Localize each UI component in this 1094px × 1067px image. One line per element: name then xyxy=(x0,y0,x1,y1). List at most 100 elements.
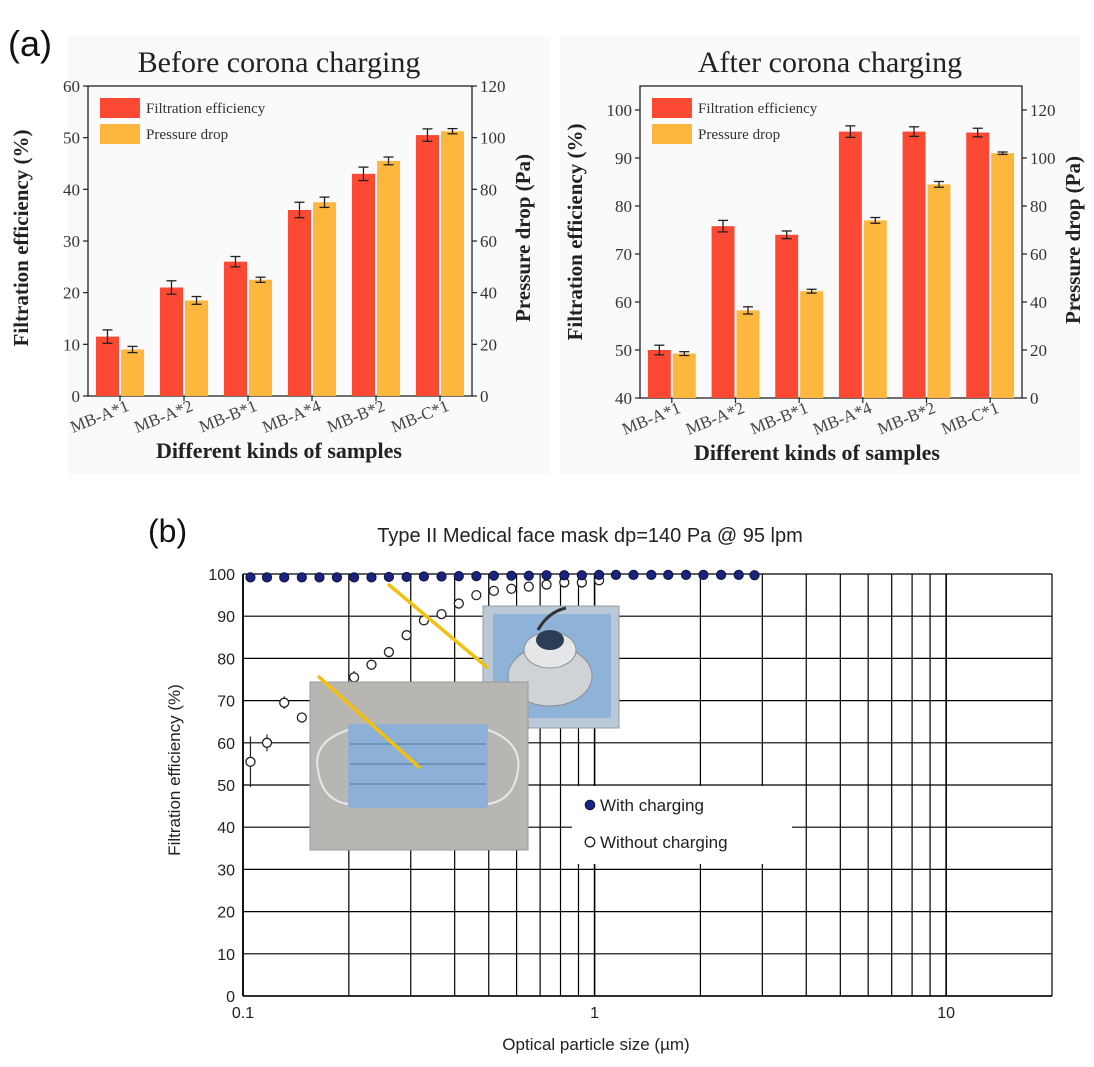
data-point-without-charging xyxy=(471,589,482,601)
data-point-with-charging xyxy=(348,572,360,583)
bar xyxy=(223,261,247,396)
y-tick-label: 100 xyxy=(208,567,235,584)
legend: With charging Without charging xyxy=(572,786,792,864)
y-tick-label: 50 xyxy=(63,129,80,148)
data-point-without-charging xyxy=(245,756,256,767)
bar xyxy=(991,153,1015,398)
bar xyxy=(775,234,799,398)
chart-title: Type II Medical face mask dp=140 Pa @ 95… xyxy=(377,525,803,547)
y2-tick-label: 80 xyxy=(480,180,497,199)
data-point-without-charging xyxy=(436,608,447,620)
data-point-with-charging xyxy=(715,569,727,580)
y-tick-label: 30 xyxy=(63,232,80,251)
legend-swatch xyxy=(100,124,140,144)
callout-line xyxy=(386,582,490,670)
legend-label: Without charging xyxy=(600,833,728,852)
y2-tick-label: 120 xyxy=(1030,101,1056,120)
data-point-with-charging xyxy=(331,572,343,583)
data-point-with-charging xyxy=(749,570,760,581)
bar xyxy=(800,291,824,398)
y-tick-label: 20 xyxy=(217,905,235,922)
legend-swatch xyxy=(652,98,692,118)
data-point-with-charging xyxy=(471,571,482,582)
y-tick-label: 20 xyxy=(63,284,80,303)
callout-line xyxy=(316,674,422,770)
data-point-with-charging xyxy=(261,572,273,583)
data-point-with-charging xyxy=(506,570,517,581)
y-tick-label: 80 xyxy=(615,197,632,216)
bar xyxy=(377,160,401,396)
y-axis-label: Filtration efficiency (%) xyxy=(9,130,33,347)
y2-tick-label: 0 xyxy=(480,387,489,406)
legend-swatch xyxy=(100,98,140,118)
data-point-with-charging xyxy=(383,571,394,583)
x-axis-label: Different kinds of samples xyxy=(156,438,402,463)
data-point-with-charging xyxy=(559,570,570,581)
data-point-with-charging xyxy=(610,569,622,580)
panel-b-label: (b) xyxy=(148,513,187,549)
y2-tick-label: 100 xyxy=(480,129,506,148)
x-tick-label: 0.1 xyxy=(232,1005,254,1022)
y-tick-label: 50 xyxy=(615,341,632,360)
data-point-without-charging xyxy=(366,659,377,670)
holder-opening xyxy=(536,630,564,650)
bar xyxy=(185,300,209,396)
y-tick-label: 70 xyxy=(615,245,632,264)
data-point-with-charging xyxy=(680,569,692,580)
y2-tick-label: 60 xyxy=(1030,245,1047,264)
data-point-without-charging xyxy=(348,672,360,683)
y-axis-label: Filtration efficiency (%) xyxy=(563,124,587,341)
y-tick-label: 90 xyxy=(615,149,632,168)
legend-marker-without-charging xyxy=(584,836,596,848)
data-point-with-charging xyxy=(436,571,447,582)
data-point-without-charging xyxy=(453,598,464,609)
data-point-with-charging xyxy=(366,572,377,583)
ear-loop xyxy=(487,729,520,805)
data-point-without-charging xyxy=(296,712,307,723)
y2-tick-label: 0 xyxy=(1030,389,1039,408)
plot-frame xyxy=(639,85,1023,399)
bar xyxy=(838,131,862,398)
data-point-with-charging xyxy=(593,569,605,580)
data-point-with-charging xyxy=(488,570,499,581)
y-tick-label: 40 xyxy=(217,820,235,837)
data-point-with-charging xyxy=(453,571,464,582)
bar xyxy=(287,210,311,396)
data-point-with-charging xyxy=(418,571,430,582)
bar xyxy=(736,310,760,398)
data-point-without-charging xyxy=(261,737,273,748)
data-point-without-charging xyxy=(541,579,552,590)
y2-tick-label: 20 xyxy=(480,335,497,354)
ear-loop xyxy=(316,729,349,805)
y2-tick-label: 40 xyxy=(480,284,497,303)
data-point-with-charging xyxy=(279,572,290,583)
y2-tick-label: 80 xyxy=(1030,197,1047,216)
bar xyxy=(711,226,735,398)
data-point-with-charging xyxy=(576,570,587,581)
x-axis-label: Optical particle size (µm) xyxy=(502,1035,689,1054)
bar xyxy=(902,131,926,398)
bar xyxy=(121,349,145,396)
y2-tick-label: 40 xyxy=(1030,293,1047,312)
y-tick-label: 80 xyxy=(217,651,235,668)
y-tick-label: 70 xyxy=(217,694,235,711)
y2-tick-label: 120 xyxy=(480,77,506,96)
y-tick-label: 40 xyxy=(615,389,632,408)
y-tick-label: 0 xyxy=(72,387,81,406)
legend-label: Filtration efficiency xyxy=(698,101,818,117)
legend-label: Filtration efficiency xyxy=(146,101,266,117)
y-tick-label: 100 xyxy=(607,101,633,120)
y2-tick-label: 100 xyxy=(1030,149,1056,168)
bar xyxy=(95,336,119,396)
y-tick-label: 90 xyxy=(217,609,235,626)
legend-label: With charging xyxy=(600,796,704,815)
legend-box xyxy=(572,786,792,864)
bar xyxy=(351,173,375,396)
y-tick-label: 0 xyxy=(226,989,235,1006)
y2-tick-label: 20 xyxy=(1030,341,1047,360)
data-point-without-charging xyxy=(279,697,290,708)
data-point-without-charging xyxy=(506,583,517,594)
data-point-with-charging xyxy=(523,570,534,581)
y2-tick-label: 60 xyxy=(480,232,497,251)
